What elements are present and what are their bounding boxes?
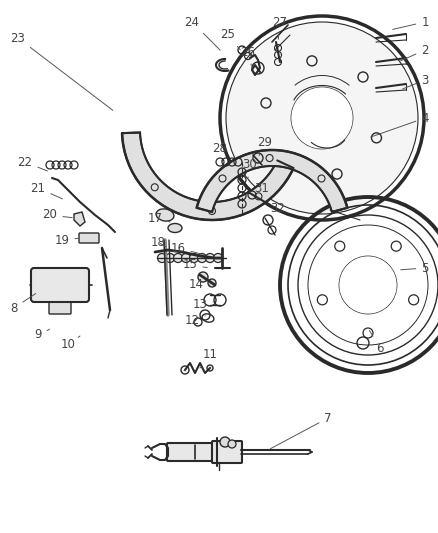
Text: 4: 4 (371, 111, 429, 137)
Circle shape (220, 437, 230, 447)
Text: 7: 7 (270, 411, 332, 449)
Text: 17: 17 (148, 212, 170, 224)
Text: 25: 25 (221, 28, 240, 50)
Circle shape (181, 254, 191, 262)
FancyBboxPatch shape (167, 443, 214, 461)
Text: 30: 30 (243, 158, 258, 178)
Text: 1: 1 (393, 15, 429, 29)
Text: 27: 27 (272, 15, 287, 39)
Text: 8: 8 (11, 294, 35, 314)
Text: 22: 22 (18, 156, 47, 171)
Text: 2: 2 (400, 44, 429, 61)
Circle shape (208, 279, 216, 287)
FancyBboxPatch shape (212, 441, 242, 463)
Text: 9: 9 (34, 328, 49, 342)
Circle shape (65, 278, 79, 292)
Polygon shape (197, 150, 347, 212)
Text: 19: 19 (54, 233, 79, 246)
Circle shape (190, 254, 198, 262)
Text: 32: 32 (271, 201, 286, 218)
Polygon shape (122, 133, 293, 220)
Polygon shape (74, 212, 85, 226)
Text: 31: 31 (254, 182, 269, 198)
Ellipse shape (168, 223, 182, 232)
Text: 3: 3 (403, 74, 429, 89)
Circle shape (205, 254, 215, 262)
Text: 28: 28 (212, 141, 227, 162)
FancyBboxPatch shape (31, 268, 89, 302)
Circle shape (158, 254, 166, 262)
Text: 29: 29 (258, 135, 272, 156)
Text: 10: 10 (60, 336, 80, 351)
Text: 16: 16 (170, 241, 202, 254)
Text: 20: 20 (42, 208, 72, 222)
FancyBboxPatch shape (49, 302, 71, 314)
Polygon shape (340, 257, 396, 313)
Text: 23: 23 (11, 31, 113, 110)
Polygon shape (292, 88, 352, 148)
Circle shape (166, 254, 174, 262)
Circle shape (213, 254, 223, 262)
Text: 18: 18 (151, 236, 166, 248)
Text: 12: 12 (184, 313, 205, 327)
Text: 11: 11 (200, 349, 218, 368)
Text: 13: 13 (193, 298, 213, 311)
Text: 14: 14 (188, 279, 210, 292)
Circle shape (198, 272, 208, 282)
Text: 26: 26 (240, 45, 255, 66)
Circle shape (173, 254, 183, 262)
Text: 15: 15 (183, 259, 207, 271)
Circle shape (36, 275, 56, 295)
Ellipse shape (156, 209, 174, 221)
Text: 5: 5 (401, 262, 429, 274)
Text: 24: 24 (184, 15, 220, 50)
Text: 21: 21 (31, 182, 63, 199)
Circle shape (198, 254, 206, 262)
FancyBboxPatch shape (79, 233, 99, 243)
Polygon shape (226, 22, 418, 214)
Text: 6: 6 (369, 330, 384, 354)
Circle shape (228, 440, 236, 448)
